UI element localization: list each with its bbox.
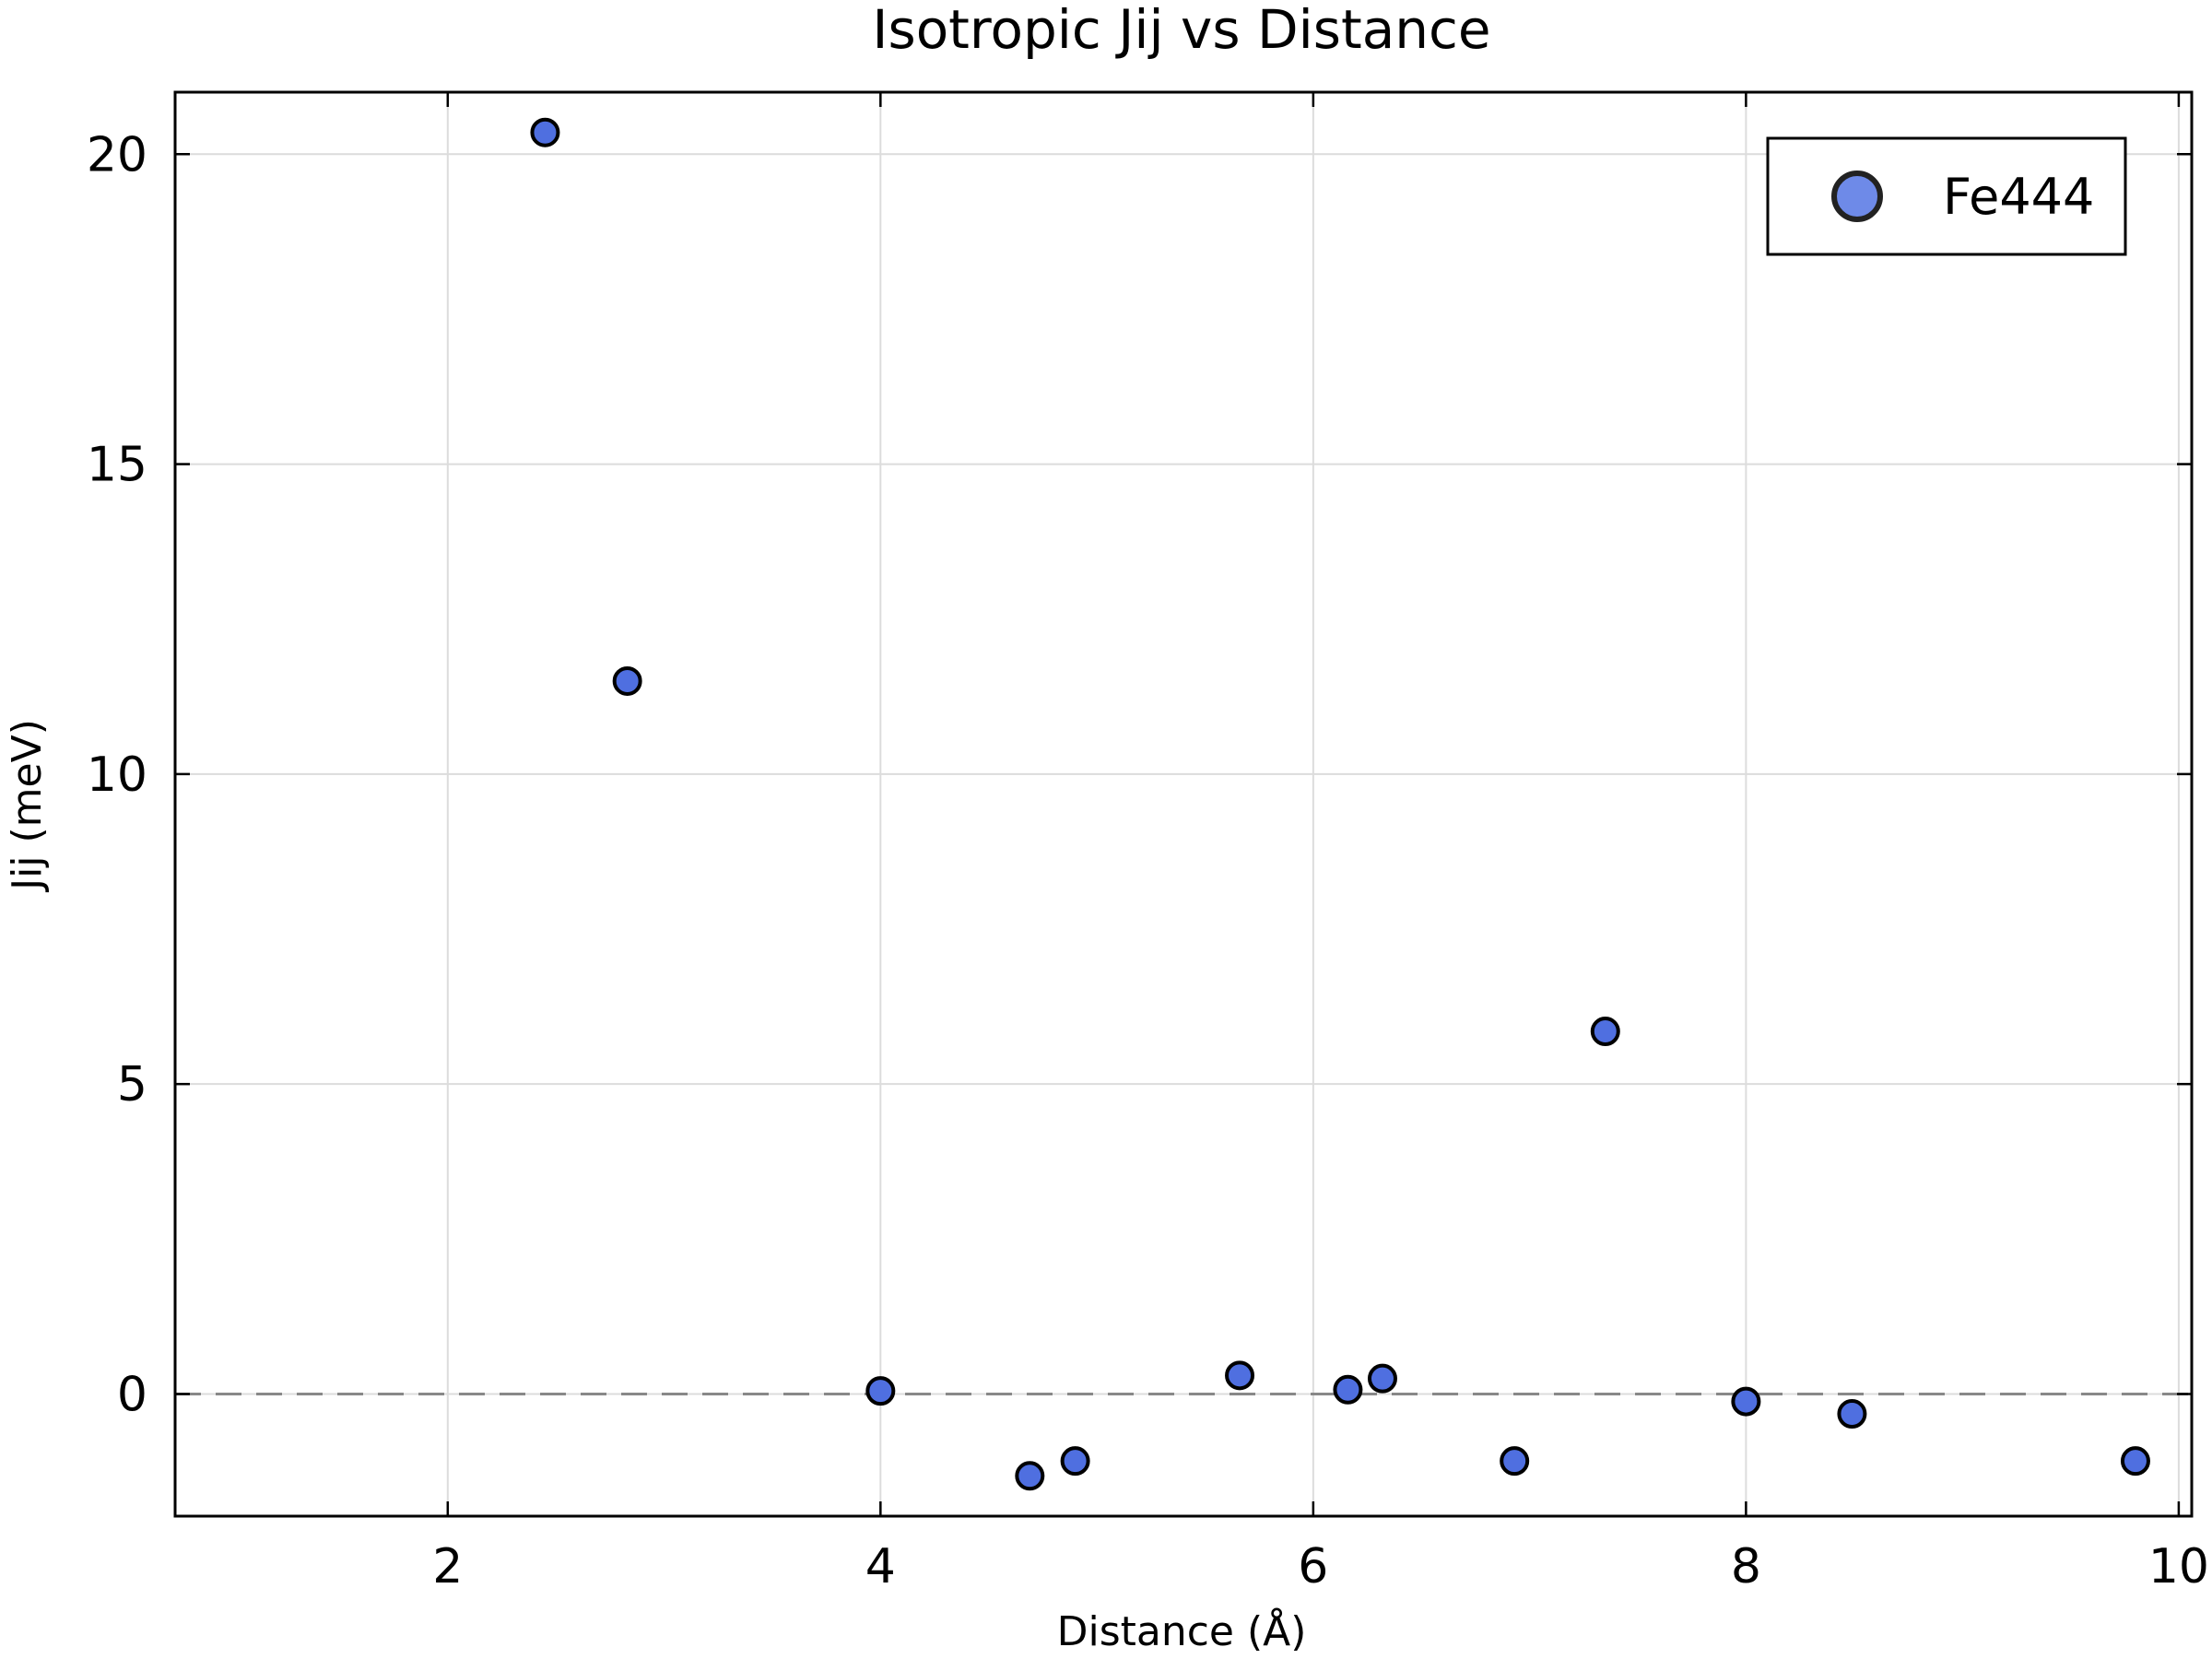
y-axis-label: Jij (meV) (4, 719, 51, 893)
data-point (1500, 1446, 1530, 1477)
legend-marker (1831, 171, 1883, 222)
data-points (530, 117, 2150, 1491)
grid-lines (175, 92, 2192, 1516)
data-point (1590, 1017, 1620, 1047)
x-tick-label: 10 (2148, 1539, 2209, 1594)
chart-title: Isotropic Jij vs Distance (872, 0, 1490, 61)
data-point (1333, 1374, 1363, 1405)
data-point (612, 665, 642, 696)
y-tick-label: 20 (87, 127, 147, 182)
data-point (1015, 1461, 1045, 1491)
legend-label: Fe444 (1943, 168, 2094, 226)
x-axis-label: Distance (Å) (1057, 1606, 1307, 1655)
x-tick-label: 6 (1298, 1539, 1328, 1594)
tick-labels: 2 4 6 8 10 0 5 10 15 20 (87, 127, 2209, 1594)
data-point (1837, 1399, 1867, 1430)
data-point (2120, 1446, 2150, 1477)
y-tick-label: 0 (117, 1367, 147, 1422)
y-tick-label: 15 (87, 438, 147, 493)
axis-ticks (175, 92, 2192, 1516)
data-point (1731, 1386, 1761, 1417)
x-tick-label: 2 (432, 1539, 463, 1594)
legend: Fe444 (1766, 136, 2127, 256)
data-point (530, 117, 560, 147)
data-point (865, 1376, 896, 1406)
x-tick-label: 4 (865, 1539, 896, 1594)
x-tick-label: 8 (1731, 1539, 1761, 1594)
data-point (1225, 1360, 1255, 1391)
y-tick-label: 10 (87, 747, 147, 803)
data-point (1367, 1363, 1397, 1394)
legend-box (1766, 136, 2127, 256)
y-tick-label: 5 (117, 1057, 147, 1112)
plot-frame (173, 90, 2194, 1518)
data-point (1060, 1446, 1090, 1477)
